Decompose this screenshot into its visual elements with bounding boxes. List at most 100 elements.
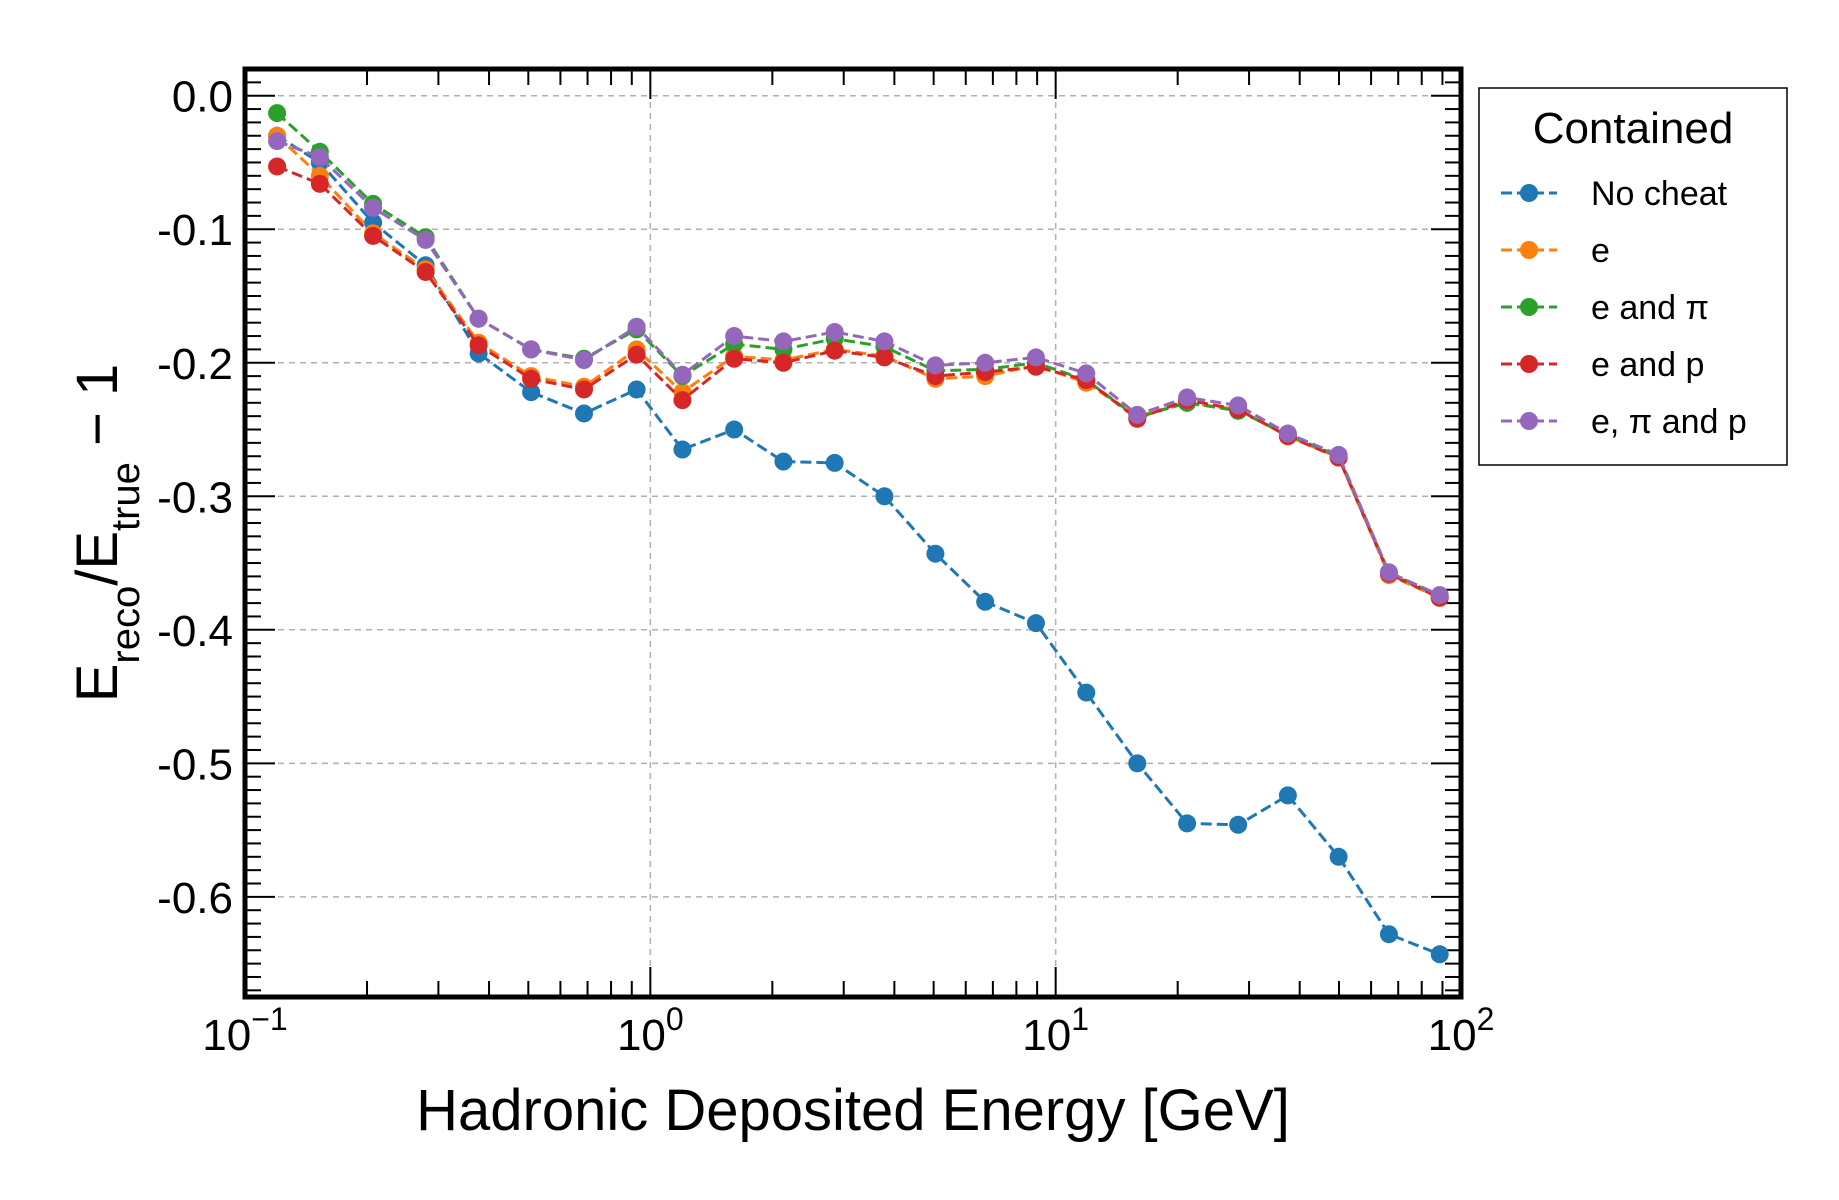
data-point	[1329, 847, 1348, 866]
data-point	[875, 332, 894, 351]
legend-item: e and π	[1501, 289, 1709, 327]
legend-label: e	[1591, 232, 1610, 270]
data-point	[1128, 754, 1147, 773]
data-point	[774, 332, 793, 351]
y-tick-label: -0.1	[157, 206, 233, 255]
data-point	[627, 380, 646, 399]
legend-items: No cheat e e and π e and p e, π and p	[1501, 175, 1747, 441]
data-point	[825, 323, 844, 342]
data-point	[673, 391, 692, 410]
data-point	[1077, 364, 1096, 383]
data-point	[926, 356, 945, 375]
data-point	[976, 592, 995, 611]
data-point	[875, 487, 894, 506]
x-tick-label: 102	[1428, 1001, 1495, 1060]
data-point	[976, 353, 995, 372]
data-point	[1430, 586, 1449, 605]
x-tick-label-base: 10	[202, 1011, 251, 1060]
legend-label: e, π and p	[1591, 403, 1747, 441]
svg-text:Ereco/Etrue − 1: Ereco/Etrue − 1	[65, 364, 148, 703]
data-point	[574, 380, 593, 399]
data-point	[574, 404, 593, 423]
data-point	[469, 309, 488, 328]
y-tick-label: -0.6	[157, 874, 233, 923]
data-point	[1379, 925, 1398, 944]
data-point	[1379, 563, 1398, 582]
series-1	[268, 126, 1449, 607]
x-tick-label: 100	[617, 1001, 684, 1060]
legend-swatch-marker	[1520, 412, 1538, 430]
data-point	[1128, 405, 1147, 424]
data-point	[825, 453, 844, 472]
data-point	[725, 420, 744, 439]
series-0	[268, 126, 1449, 964]
data-point	[268, 157, 287, 176]
data-point	[522, 383, 541, 402]
legend-swatch-marker	[1520, 184, 1538, 202]
x-tick-label: 10−1	[202, 1001, 287, 1060]
plot-frame	[242, 66, 1464, 1000]
y-tick-labels: 0.0 -0.1 -0.2 -0.3 -0.4 -0.5 -0.6	[157, 73, 233, 923]
legend-label: e and p	[1591, 346, 1704, 384]
series-4	[268, 132, 1449, 605]
data-point	[416, 262, 435, 281]
legend-label: e and π	[1591, 289, 1709, 327]
data-point	[364, 198, 383, 217]
data-point	[1026, 614, 1045, 633]
data-point	[364, 226, 383, 245]
legend-item: e	[1501, 232, 1610, 270]
series-line	[276, 139, 1441, 597]
data-point	[1229, 815, 1248, 834]
legend-swatch-marker	[1520, 355, 1538, 373]
data-point	[310, 148, 329, 167]
data-point	[1077, 683, 1096, 702]
legend-item: e and p	[1501, 346, 1704, 384]
x-tick-labels: 10−1 100 101 102	[202, 1001, 1494, 1060]
x-tick-label-base: 10	[617, 1011, 666, 1060]
y-tick-label: 0.0	[172, 73, 233, 122]
legend-title: Contained	[1533, 104, 1734, 153]
legend-label: No cheat	[1591, 175, 1728, 213]
data-point	[1026, 348, 1045, 367]
x-tick-label: 101	[1022, 1001, 1089, 1060]
y-tick-label: -0.4	[157, 607, 233, 656]
data-point	[673, 365, 692, 384]
x-tick-label-exponent: 1	[1071, 1001, 1089, 1037]
x-tick-label-exponent: 0	[666, 1001, 684, 1037]
data-point	[1178, 388, 1197, 407]
legend-frame	[1478, 87, 1788, 466]
data-point	[1430, 945, 1449, 964]
data-point	[1178, 814, 1197, 833]
data-point	[574, 351, 593, 370]
data-point	[1278, 424, 1297, 443]
x-tick-label-exponent: −1	[251, 1001, 287, 1037]
data-point	[825, 341, 844, 360]
series-line	[276, 134, 1441, 600]
data-point	[522, 369, 541, 388]
y-tick-label: -0.2	[157, 340, 233, 389]
series-line	[276, 134, 1441, 956]
y-axis-label: Ereco/Etrue − 1	[65, 364, 148, 703]
data-point	[673, 440, 692, 459]
grid-lines	[245, 69, 1461, 997]
data-point	[522, 340, 541, 359]
data-point	[926, 544, 945, 563]
legend: Contained No cheat e e and π e and p e, π an…	[1478, 87, 1788, 466]
data-point	[268, 104, 287, 123]
data-point	[875, 348, 894, 367]
x-axis-label: Hadronic Deposited Energy [GeV]	[416, 1078, 1290, 1143]
series-3	[268, 157, 1449, 607]
data-point	[725, 349, 744, 368]
data-point	[774, 452, 793, 471]
axis-ticks	[244, 68, 1461, 997]
data-point	[1229, 396, 1248, 415]
data-point	[1278, 786, 1297, 805]
data-point	[774, 353, 793, 372]
data-point	[469, 336, 488, 355]
series-line	[276, 165, 1441, 600]
series-layer	[268, 104, 1449, 964]
data-point	[725, 327, 744, 346]
x-tick-label-exponent: 2	[1477, 1001, 1495, 1037]
legend-item: e, π and p	[1501, 403, 1747, 441]
